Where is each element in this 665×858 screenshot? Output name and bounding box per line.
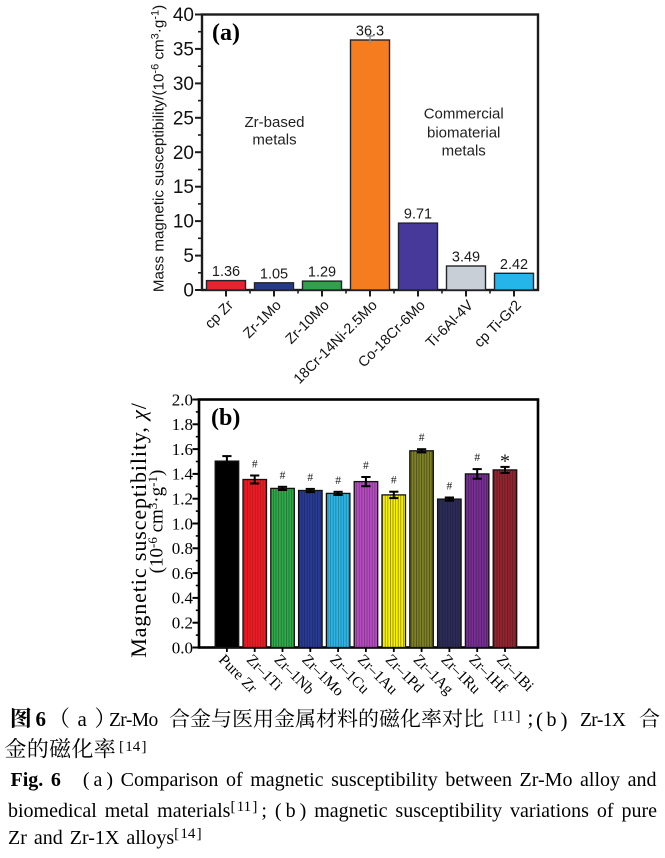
- svg-text:35: 35: [173, 39, 194, 60]
- svg-text:25: 25: [173, 108, 194, 129]
- svg-text:metals: metals: [442, 143, 486, 160]
- svg-text:1.0: 1.0: [172, 514, 193, 533]
- svg-text:*: *: [500, 450, 510, 472]
- svg-text:(a): (a): [212, 20, 240, 46]
- svg-text:#: #: [307, 472, 313, 484]
- svg-text:0.8: 0.8: [172, 539, 193, 558]
- svg-text:#: #: [363, 460, 369, 472]
- svg-text:cp Ti-Gr2: cp Ti-Gr2: [471, 298, 524, 351]
- svg-text:15: 15: [173, 177, 194, 198]
- svg-text:#: #: [280, 470, 286, 482]
- svg-text:1.4: 1.4: [172, 465, 194, 484]
- svg-text:(b): (b): [211, 405, 240, 431]
- svg-text:0.4: 0.4: [172, 589, 194, 608]
- svg-text:Zr-based: Zr-based: [244, 114, 304, 131]
- svg-text:Zr-1X: Zr-1X: [580, 710, 626, 731]
- svg-text:0.2: 0.2: [172, 614, 193, 633]
- svg-text:Zr-Mo: Zr-Mo: [109, 710, 158, 731]
- svg-text:1.6: 1.6: [172, 440, 193, 459]
- svg-text:18Cr-14Ni-2.5Mo: 18Cr-14Ni-2.5Mo: [291, 298, 381, 388]
- svg-text:Magnetic susceptibility, χ/: Magnetic susceptibility, χ/: [126, 402, 151, 658]
- svg-text:#: #: [447, 481, 453, 493]
- svg-text:0.0: 0.0: [172, 638, 193, 657]
- svg-text:(: (: [536, 708, 543, 732]
- svg-text:Mass magnetic susceptibility/(: Mass magnetic susceptibility/(10-6 cm3·g…: [150, 5, 168, 292]
- svg-text:1.2: 1.2: [172, 490, 193, 509]
- svg-text:36.3: 36.3: [356, 24, 384, 40]
- svg-text:9.71: 9.71: [404, 207, 432, 223]
- svg-text:40: 40: [173, 5, 194, 26]
- svg-text:[ 14 ]: [ 14 ]: [119, 739, 147, 755]
- svg-text:30: 30: [173, 74, 194, 95]
- svg-text:b: b: [547, 709, 557, 731]
- svg-text:20: 20: [173, 143, 194, 164]
- svg-text:[ 11 ]: [ 11 ]: [494, 709, 521, 725]
- svg-text:Ti-6Al-4V: Ti-6Al-4V: [423, 297, 477, 351]
- svg-text:2.42: 2.42: [500, 257, 528, 273]
- svg-text:): ): [561, 708, 568, 732]
- svg-text:0.6: 0.6: [172, 564, 193, 583]
- svg-text:0: 0: [183, 281, 194, 302]
- svg-text:3.49: 3.49: [452, 250, 480, 266]
- svg-text:#: #: [419, 432, 425, 444]
- svg-text:5: 5: [183, 246, 194, 267]
- svg-text:cp Zr: cp Zr: [202, 297, 237, 332]
- svg-text:#: #: [391, 475, 397, 487]
- svg-text:Zr-1Mo: Zr-1Mo: [240, 298, 284, 342]
- svg-text:Zr-10Mo: Zr-10Mo: [283, 298, 333, 348]
- svg-text:#: #: [252, 459, 258, 471]
- svg-text:6: 6: [36, 707, 47, 731]
- svg-text:1.05: 1.05: [260, 266, 288, 282]
- svg-text:(10-6 cm3·g-1): (10-6 cm3·g-1): [145, 470, 168, 574]
- svg-text:10: 10: [173, 212, 194, 233]
- svg-text:1.8: 1.8: [172, 415, 193, 434]
- svg-text:biomaterial: biomaterial: [427, 125, 500, 142]
- svg-text:#: #: [474, 452, 480, 464]
- svg-text:#: #: [335, 475, 341, 487]
- svg-text:a: a: [78, 707, 88, 731]
- svg-text:metals: metals: [252, 132, 296, 149]
- svg-text:1.29: 1.29: [308, 265, 336, 281]
- svg-text:Commercial: Commercial: [424, 106, 504, 123]
- svg-text:1.36: 1.36: [212, 264, 240, 280]
- svg-text:2.0: 2.0: [172, 390, 193, 409]
